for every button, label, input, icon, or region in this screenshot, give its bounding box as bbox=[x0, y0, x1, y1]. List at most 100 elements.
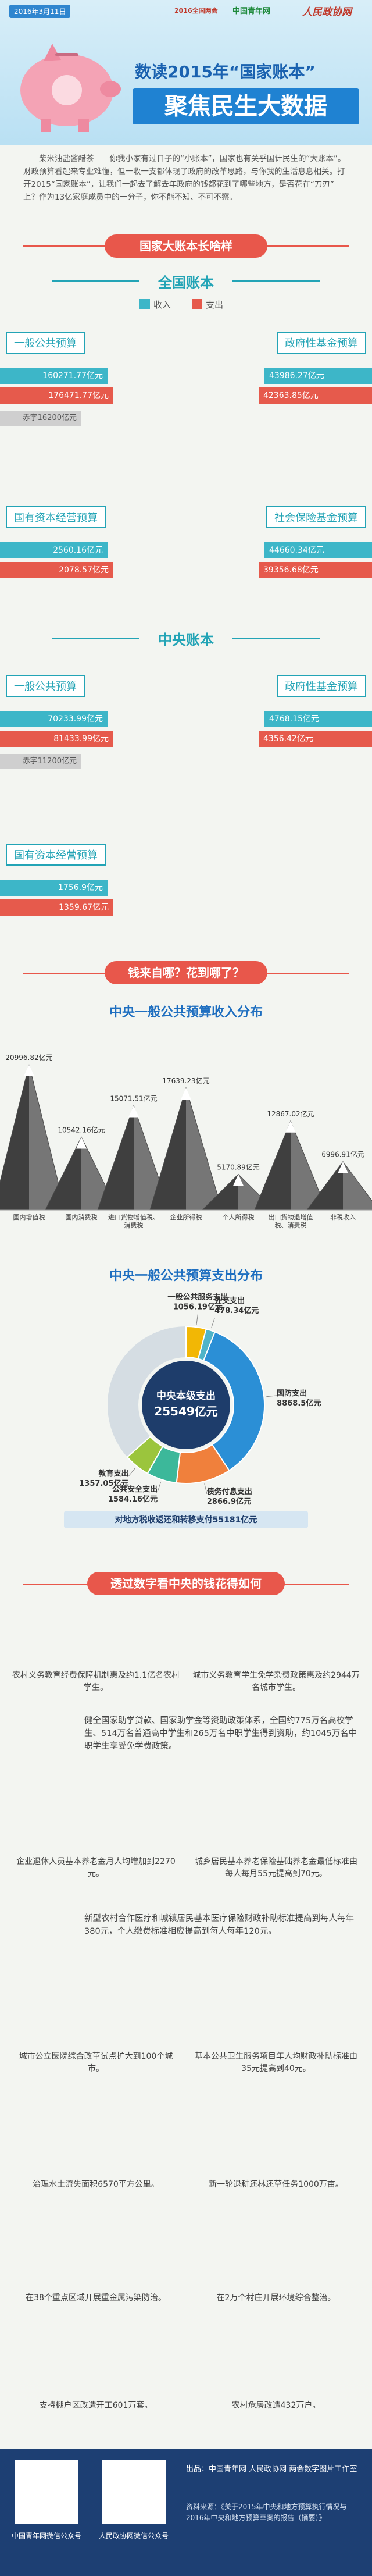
expense-chart: 一般公共服务支出1056.19亿元外交支出478.34亿元国防支出8868.5亿… bbox=[64, 1292, 321, 1528]
account-label: 政府性基金预算 bbox=[277, 332, 366, 354]
section-banner: 钱来自哪？花到哪了？ bbox=[105, 961, 267, 984]
expense-value: 81433.99亿元 bbox=[0, 731, 113, 747]
mountain bbox=[254, 1120, 327, 1211]
expense-value: 39356.68亿元 bbox=[259, 562, 372, 578]
item-text: 新型农村合作医疗和城镇居民基本医疗保险财政补助标准提高到每人每年380元，个人缴… bbox=[84, 1914, 354, 1936]
piggy-nose bbox=[100, 81, 121, 97]
source: 资料来源：《关于2015年中央和地方预算执行情况与2016年中央和地方预算草案的… bbox=[186, 2503, 347, 2522]
category-label: 国内消费税 bbox=[65, 1214, 98, 1221]
divider bbox=[52, 638, 140, 639]
subtitle: 聚焦民生大数据 bbox=[133, 88, 359, 124]
divider bbox=[52, 280, 140, 282]
mountain bbox=[149, 1087, 223, 1211]
coin bbox=[52, 75, 82, 105]
category-label: 个人所得税 bbox=[222, 1214, 255, 1221]
piggy-bank bbox=[20, 44, 121, 132]
snow-cap bbox=[285, 1120, 296, 1133]
snow-cap bbox=[128, 1105, 139, 1118]
value-label: 10542.16亿元 bbox=[58, 1125, 105, 1134]
expense-value: 1359.67亿元 bbox=[0, 899, 113, 916]
qr-label: 中国青年网微信公众号 bbox=[11, 2532, 81, 2540]
qr-code bbox=[15, 2460, 78, 2524]
qr-code bbox=[102, 2460, 166, 2524]
income-value: 44660.34亿元 bbox=[264, 542, 372, 558]
coin-slot bbox=[55, 53, 78, 56]
income-value: 160271.77亿元 bbox=[0, 368, 108, 384]
mountain bbox=[0, 1064, 66, 1211]
pie-segment bbox=[202, 1331, 265, 1472]
account-label: 国有资本经营预算 bbox=[6, 506, 106, 528]
item-text: 新一轮退耕还林还草任务1000万亩。 bbox=[209, 2180, 344, 2189]
leader-line bbox=[157, 1481, 162, 1492]
item-text: 支持棚户区改造开工601万套。 bbox=[39, 2401, 153, 2410]
expense-value: 42363.85亿元 bbox=[259, 387, 372, 404]
revenue-chart: 20996.82亿元 10542.16亿元 15071.51亿元 17639.23亿元… bbox=[0, 1053, 372, 1211]
deficit: 赤字16200亿元 bbox=[0, 411, 81, 426]
section-banner: 透过数字看中央的钱花得如何 bbox=[87, 1572, 285, 1595]
pie-segment bbox=[126, 1436, 164, 1475]
item-text: 农村危房改造432万户。 bbox=[231, 2401, 321, 2410]
note: 对地方税收返还和转移支付55181亿元 bbox=[115, 1515, 257, 1525]
category-label: 出口货物退增值税、消费税 bbox=[268, 1214, 313, 1229]
center-disc bbox=[142, 1361, 230, 1449]
income-value: 4768.15亿元 bbox=[264, 711, 372, 727]
leader-line bbox=[196, 1314, 198, 1325]
item-text: 企业退休人员基本养老金月人均增加到2270元。 bbox=[16, 1857, 176, 1878]
category-label: 国防支出 bbox=[277, 1389, 307, 1398]
account-label: 一般公共预算 bbox=[6, 675, 85, 697]
snow-cap bbox=[24, 1065, 34, 1076]
income-value: 43986.27亿元 bbox=[264, 368, 372, 384]
category-label: 外交支出 bbox=[214, 1296, 245, 1305]
category-label: 企业所得税 bbox=[170, 1214, 202, 1221]
item-text: 城市义务教育学生免学杂费政策惠及约2944万名城市学生。 bbox=[192, 1671, 360, 1692]
account-label: 社会保险基金预算 bbox=[266, 506, 366, 528]
note-bg bbox=[64, 1511, 308, 1528]
income-value: 2560.16亿元 bbox=[0, 542, 108, 558]
logo: 中国青年网 bbox=[233, 7, 271, 16]
value-label: 2866.9亿元 bbox=[207, 1497, 251, 1506]
category-label: 债务付息支出 bbox=[207, 1487, 252, 1496]
producer: 出品：中国青年网 人民政协网 两会数字图片工作室 bbox=[186, 2465, 357, 2474]
category-label: 一般公共服务支出 bbox=[167, 1292, 228, 1301]
value-label: 478.34亿元 bbox=[214, 1306, 259, 1315]
snow-cap bbox=[338, 1161, 348, 1173]
chart-title: 中央一般公共预算收入分布 bbox=[109, 1005, 263, 1020]
legend-label: 收入 bbox=[153, 300, 171, 310]
item-text: 城市公立医院综合改革试点扩大到100个城市。 bbox=[19, 2052, 173, 2073]
expense-value: 4356.42亿元 bbox=[259, 731, 372, 747]
section-head: 全国账本 bbox=[158, 275, 214, 291]
category-label: 国内增值税 bbox=[13, 1214, 45, 1221]
divider bbox=[233, 280, 320, 282]
value-label: 1584.16亿元 bbox=[108, 1495, 158, 1504]
snow-cap bbox=[233, 1174, 244, 1186]
value-label: 6996.91亿元 bbox=[321, 1150, 364, 1159]
value-label: 15071.51亿元 bbox=[110, 1094, 157, 1103]
chart-title: 中央一般公共预算支出分布 bbox=[109, 1269, 263, 1283]
value-label: 17639.23亿元 bbox=[162, 1076, 209, 1085]
snow-cap bbox=[181, 1087, 191, 1100]
item-text: 健全国家助学贷款、国家助学金等资助政策体系，全国约775万名高校学生、514万名… bbox=[84, 1716, 357, 1751]
category-label: 教育支出 bbox=[98, 1469, 128, 1478]
income-value: 1756.9亿元 bbox=[0, 880, 108, 896]
legend-swatch bbox=[140, 299, 150, 309]
legend-swatch bbox=[192, 299, 202, 309]
center-label: 中央本级支出 bbox=[156, 1390, 216, 1402]
logo: 2016全国两会 bbox=[174, 7, 218, 15]
value-label: 12867.02亿元 bbox=[267, 1109, 314, 1118]
income-value: 70233.99亿元 bbox=[0, 711, 108, 727]
value-label: 1056.19亿元 bbox=[173, 1302, 223, 1311]
item-text: 城乡居民基本养老保险基础养老金最低标准由每人每月55元提高到70元。 bbox=[195, 1857, 357, 1878]
intro: 柴米油盐酱醋茶——你我小家有过日子的“小账本”，国家也有关乎国计民生的“大账本”… bbox=[23, 154, 346, 202]
leader-line bbox=[128, 1467, 136, 1476]
divider bbox=[233, 638, 320, 639]
section-head: 中央账本 bbox=[158, 632, 214, 648]
category-label: 非税收入 bbox=[330, 1214, 356, 1221]
deficit: 赤字11200亿元 bbox=[0, 754, 81, 769]
expense-value: 176471.77亿元 bbox=[0, 387, 113, 404]
leader-line bbox=[204, 1483, 208, 1494]
item-text: 农村义务教育经费保障机制惠及约1.1亿名农村学生。 bbox=[12, 1671, 180, 1692]
logo: 人民政协网 bbox=[302, 6, 352, 18]
item-text: 在38个重点区域开展重金属污染防治。 bbox=[26, 2293, 166, 2303]
date: 2016年3月11日 bbox=[9, 5, 71, 18]
